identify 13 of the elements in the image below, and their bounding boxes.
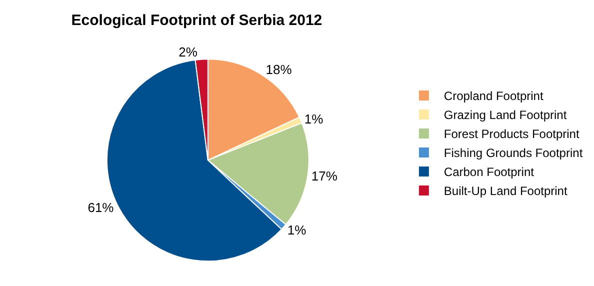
legend-label: Forest Products Footprint [444, 127, 580, 142]
legend-label: Grazing Land Footprint [444, 108, 568, 122]
legend-label: Cropland Footprint [444, 89, 544, 104]
data-label: 17% [311, 168, 338, 184]
data-label: 61% [88, 200, 114, 216]
data-label: 18% [266, 62, 292, 78]
legend-label: Carbon Footprint [444, 165, 535, 180]
data-label: 1% [287, 222, 307, 238]
legend-label: Fishing Grounds Footprint [444, 146, 584, 160]
data-label: 2% [178, 44, 198, 60]
data-label: 1% [304, 111, 324, 126]
chart-title: Ecological Footprint of Serbia 2012 [71, 12, 322, 29]
legend-label: Built-Up Land Footprint [444, 184, 568, 198]
